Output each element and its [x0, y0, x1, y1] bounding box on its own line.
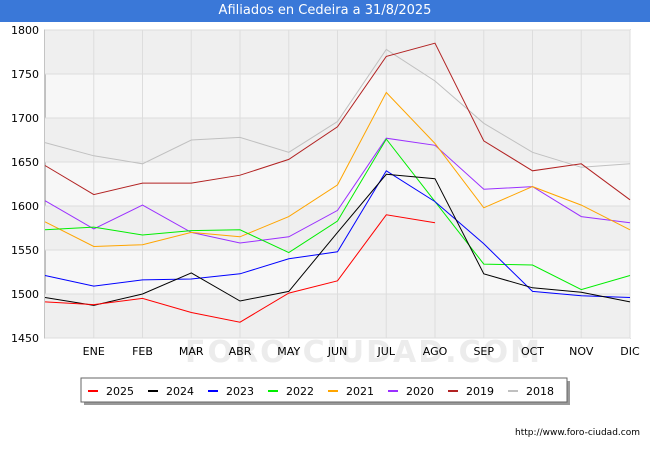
legend-box	[80, 377, 568, 403]
series-line-2023	[44, 170, 631, 298]
x-tick-label: DIC	[620, 345, 640, 358]
chart-title: Afiliados en Cedeira a 31/8/2025	[0, 0, 650, 22]
x-tick-label: ENE	[83, 345, 105, 358]
series-line-2022	[44, 138, 631, 291]
x-tick-label: AGO	[423, 345, 448, 358]
legend-label-2023: 2023	[226, 385, 254, 398]
y-tick-label: 1800	[11, 24, 39, 37]
legend-label-2019: 2019	[466, 385, 494, 398]
x-tick-label: MAY	[277, 345, 300, 358]
y-tick-label: 1550	[11, 244, 39, 257]
legend: 2025 2024 2023 2022 2021 2020 2019 2018	[80, 377, 570, 405]
series-line-2021	[44, 91, 631, 248]
series-lines	[44, 42, 631, 323]
y-tick-label: 1600	[11, 200, 39, 213]
x-tick-label: ABR	[229, 345, 252, 358]
legend-label-2022: 2022	[286, 385, 314, 398]
y-tick-label: 1500	[11, 288, 39, 301]
legend-label-2021: 2021	[346, 385, 374, 398]
legend-label-2025: 2025	[106, 385, 134, 398]
x-tick-label: JUN	[327, 345, 348, 358]
axis-ticks: 1450 1500 1550 1600 1650 1700 1750 1800 ENE FEB MA…	[11, 24, 640, 358]
grid	[45, 29, 631, 339]
x-tick-label: MAR	[179, 345, 204, 358]
legend-label-2018: 2018	[526, 385, 554, 398]
series-line-2024	[44, 173, 631, 306]
y-tick-label: 1450	[11, 332, 39, 345]
y-tick-label: 1650	[11, 156, 39, 169]
x-tick-label: NOV	[569, 345, 594, 358]
source-url: http://www.foro-ciudad.com	[515, 428, 640, 438]
x-tick-label: OCT	[521, 345, 544, 358]
legend-label-2020: 2020	[406, 385, 434, 398]
x-tick-label: FEB	[132, 345, 153, 358]
series-line-2025	[44, 214, 436, 323]
y-tick-label: 1750	[11, 68, 39, 81]
series-line-2018	[44, 48, 631, 168]
x-tick-label: SEP	[473, 345, 494, 358]
x-tick-label: JUL	[377, 345, 396, 358]
legend-label-2024: 2024	[166, 385, 194, 398]
y-tick-label: 1700	[11, 112, 39, 125]
series-line-2019	[44, 42, 631, 201]
watermark: FORO-CIUDAD.COM	[185, 335, 542, 370]
